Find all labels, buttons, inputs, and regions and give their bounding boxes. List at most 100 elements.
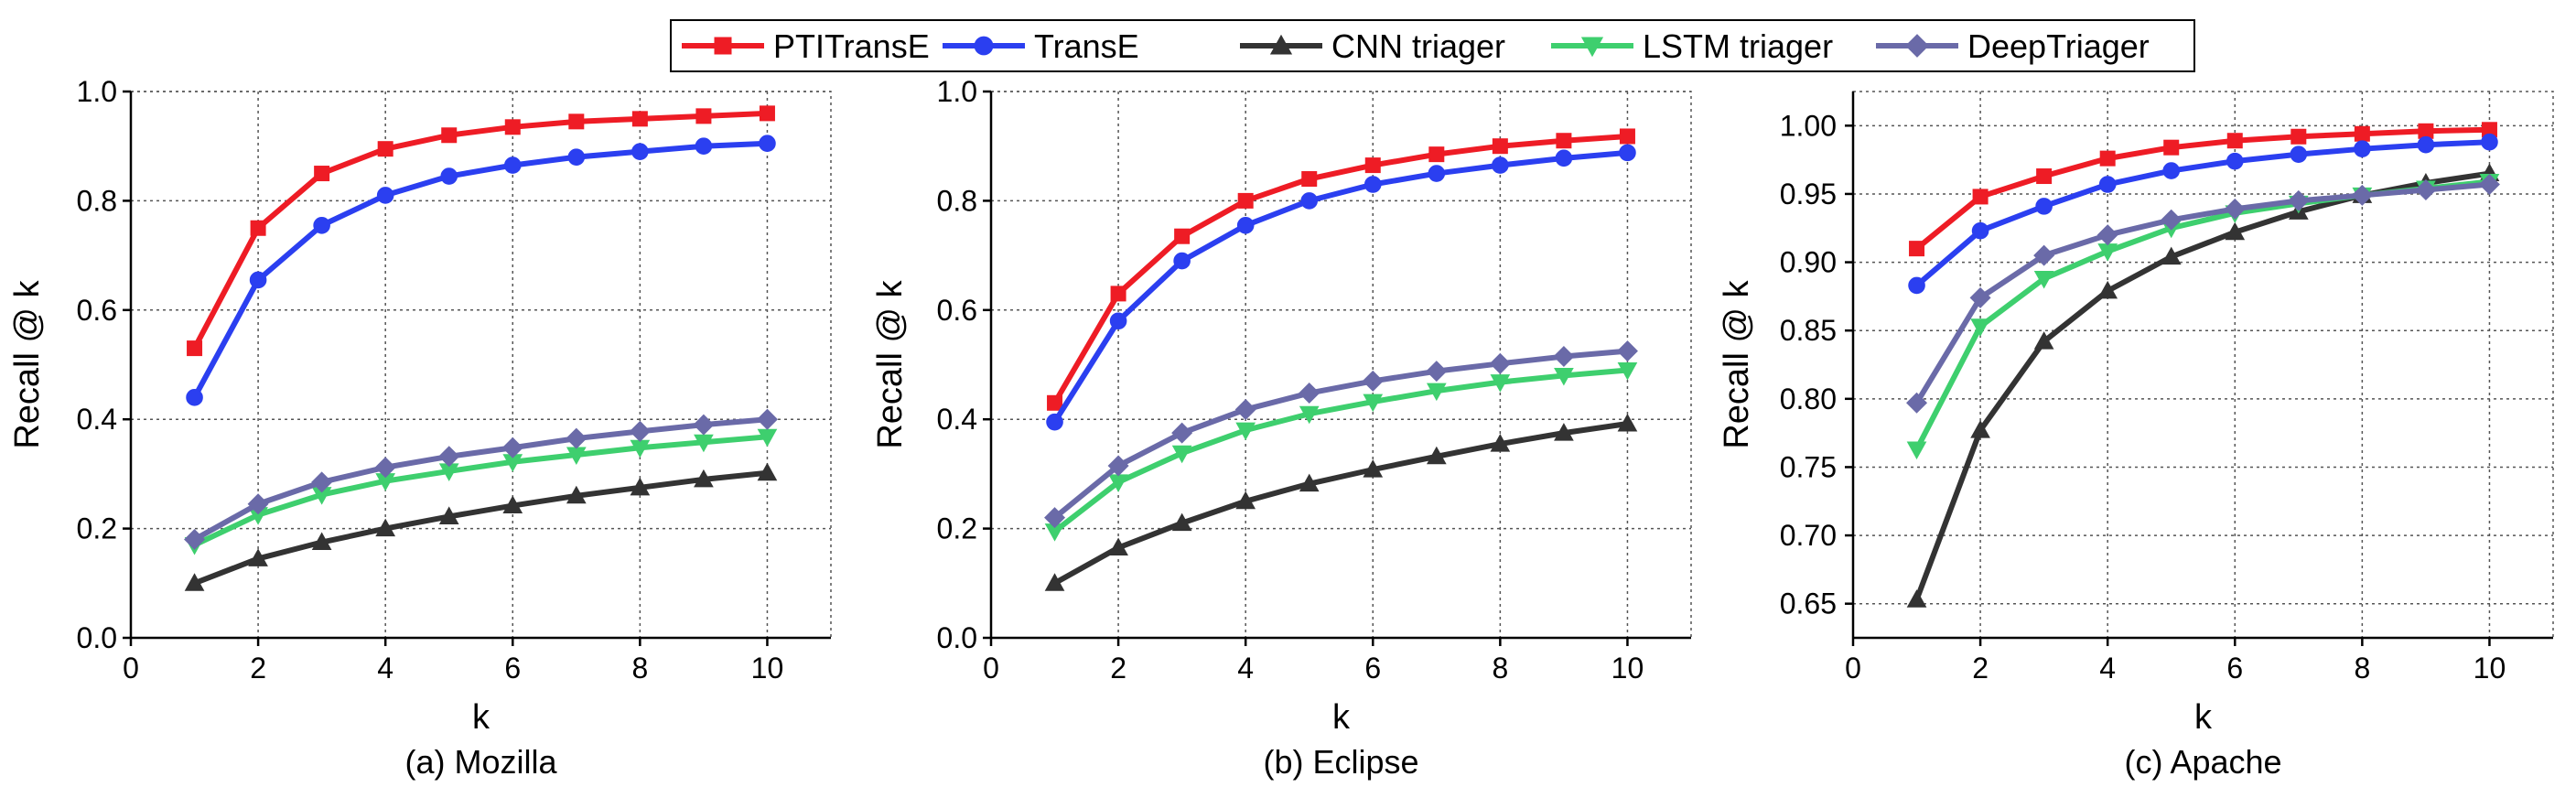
series-line-transe <box>191 140 768 399</box>
data-point-transe <box>440 167 458 185</box>
y-axis-label: Recall @ k <box>8 279 47 448</box>
legend: PTITransE TransE CNN triager LSTM triager De… <box>670 19 2195 72</box>
data-point-ptitranse <box>504 119 521 135</box>
data-point-ptitranse <box>2290 128 2307 145</box>
data-point-ptitranse <box>1047 394 1063 411</box>
data-point-cnn-triager <box>630 477 651 496</box>
data-point-ptitranse <box>2163 139 2180 156</box>
data-point-ptitranse <box>2418 123 2434 139</box>
legend-marker-lstm-triager <box>1580 37 1604 58</box>
data-point-deeptriager <box>1553 346 1575 368</box>
data-point-lstm-triager <box>1171 445 1192 464</box>
data-point-deeptriager <box>693 414 715 436</box>
data-point-cnn-triager <box>1906 589 1927 608</box>
data-point-deeptriager <box>2224 198 2246 220</box>
series-line-transe <box>1052 149 1628 424</box>
y-tick-label: 1.00 <box>1780 109 1837 142</box>
data-point-deeptriager <box>311 471 333 493</box>
x-tick-label: 10 <box>751 652 784 685</box>
data-point-deeptriager <box>2161 209 2183 231</box>
data-point-ptitranse <box>1110 286 1126 302</box>
y-tick-label: 0.85 <box>1780 314 1837 347</box>
data-point-transe <box>2098 176 2117 193</box>
series-line-deeptriager <box>1913 181 2490 404</box>
data-point-transe <box>1428 165 1446 182</box>
data-point-lstm-triager <box>2033 270 2054 289</box>
data-point-cnn-triager <box>566 485 587 504</box>
chart-panel-b-eclipse: 0 2 4 6 8 10 0.0 0.2 0.4 0.6 0.8 1.0 k Recall @ k (b) … <box>871 75 1692 781</box>
x-tick-label: 6 <box>504 652 521 685</box>
data-point-ptitranse <box>1909 241 1925 257</box>
x-axis-label: k <box>2194 698 2213 737</box>
series-line-lstm-triager <box>193 434 768 548</box>
data-point-ptitranse <box>1237 192 1254 209</box>
data-point-ptitranse <box>1174 228 1191 244</box>
data-point-ptitranse <box>441 127 458 144</box>
data-point-ptitranse <box>187 340 203 357</box>
x-tick-label: 0 <box>1845 652 1861 685</box>
x-tick-label: 4 <box>2099 652 2116 685</box>
data-point-transe <box>2162 162 2181 179</box>
series-ptitranse <box>1909 122 2497 257</box>
legend-label-cnn-triager: CNN triager <box>1331 27 1505 65</box>
data-point-cnn-triager <box>1171 512 1192 532</box>
data-point-deeptriager <box>438 446 460 468</box>
y-axis-label: Recall @ k <box>871 279 910 448</box>
y-tick-label: 0.0 <box>77 621 117 654</box>
x-tick-label: 4 <box>377 652 393 685</box>
data-point-deeptriager <box>1616 340 1638 362</box>
legend-label-transe: TransE <box>1034 27 1139 65</box>
data-point-deeptriager <box>629 420 651 442</box>
data-point-deeptriager <box>1299 383 1320 404</box>
y-axis-label: Recall @ k <box>1718 279 1756 448</box>
series-transe <box>1046 144 1636 431</box>
legend-marker-ptitranse <box>714 37 732 55</box>
data-point-ptitranse <box>2226 133 2243 149</box>
series-line-lstm-triager <box>1052 367 1628 534</box>
y-tick-label: 0.90 <box>1780 246 1837 279</box>
series-line-ptitranse <box>1914 126 2490 251</box>
series-lstm-triager <box>184 428 778 555</box>
data-point-ptitranse <box>1428 146 1445 163</box>
y-tick-label: 1.0 <box>937 75 977 108</box>
series-line-ptitranse <box>191 110 768 350</box>
data-point-cnn-triager <box>1299 473 1320 492</box>
data-point-lstm-triager <box>1906 441 1927 460</box>
y-tick-label: 0.0 <box>937 621 977 654</box>
x-tick-label: 2 <box>1972 652 1989 685</box>
series-line-transe <box>1914 139 2490 288</box>
y-tick-label: 0.65 <box>1780 588 1837 620</box>
series-line-cnn-triager <box>1053 421 1628 586</box>
data-point-cnn-triager <box>1617 413 1638 432</box>
legend-entry-cnn-triager: CNN triager <box>1240 27 1505 65</box>
data-point-transe <box>1971 221 1989 240</box>
data-point-ptitranse <box>377 141 393 157</box>
data-point-transe <box>1492 156 1509 174</box>
data-point-ptitranse <box>1972 189 1989 205</box>
x-tick-label: 10 <box>2474 652 2506 685</box>
legend-marker-cnn-triager <box>1269 34 1293 55</box>
data-point-cnn-triager <box>1554 423 1574 441</box>
y-tick-label: 0.4 <box>77 403 117 436</box>
series-cnn-triager <box>1906 163 2500 608</box>
x-tick-label: 0 <box>123 652 139 685</box>
data-point-deeptriager <box>374 457 396 479</box>
data-point-transe <box>376 187 394 204</box>
data-point-transe <box>1109 312 1127 330</box>
data-point-transe <box>313 216 330 234</box>
panel-title: (b) Eclipse <box>1263 743 1418 781</box>
data-point-ptitranse <box>1492 138 1508 155</box>
chart-panel-c-apache: 0 2 4 6 8 10 0.65 0.70 0.75 0.80 0.85 0.90 0.95 1.00 k… <box>1718 91 2554 781</box>
data-point-deeptriager <box>2096 224 2118 246</box>
data-point-transe <box>2417 135 2435 154</box>
data-point-cnn-triager <box>438 506 459 524</box>
data-point-cnn-triager <box>184 573 205 591</box>
data-point-cnn-triager <box>248 548 268 566</box>
y-tick-label: 0.8 <box>77 184 117 217</box>
data-point-cnn-triager <box>1490 434 1511 452</box>
data-point-cnn-triager <box>1235 491 1256 510</box>
data-point-cnn-triager <box>502 495 523 514</box>
legend-marker-deeptriager <box>1905 34 1929 58</box>
data-point-lstm-triager <box>1299 405 1320 425</box>
